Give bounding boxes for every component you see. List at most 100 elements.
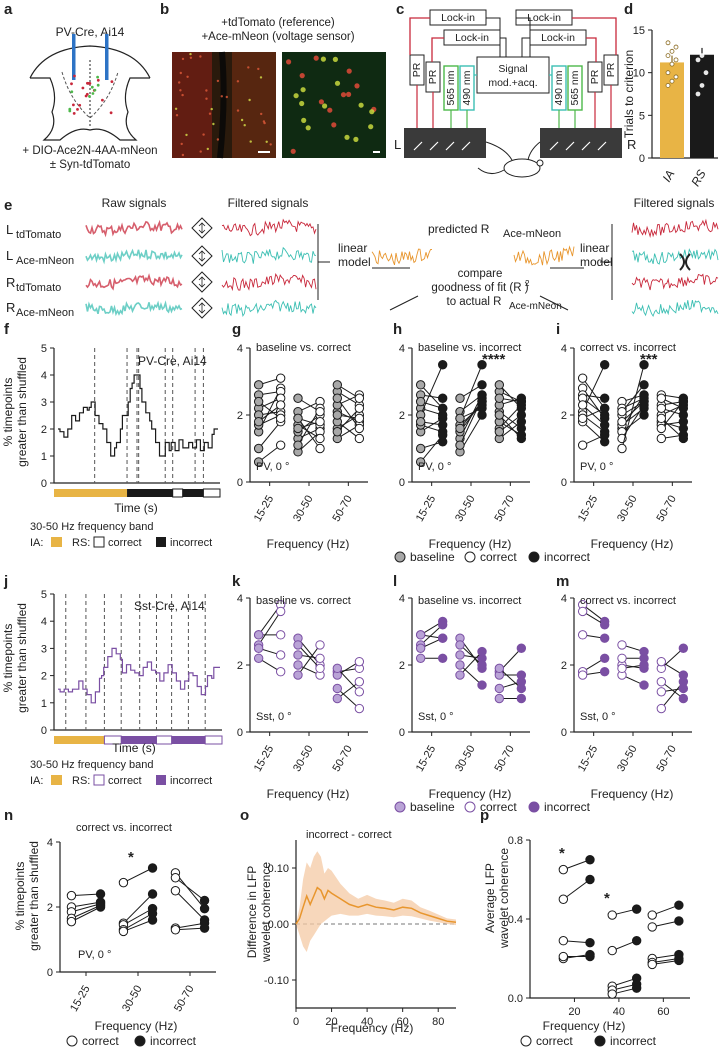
led-490-right: 490 nm bbox=[551, 65, 567, 111]
cell-dot bbox=[216, 138, 220, 141]
panel-p-sig-2: * bbox=[604, 890, 610, 907]
data-point bbox=[293, 393, 303, 403]
pair-line bbox=[297, 418, 321, 449]
cell-dot bbox=[263, 121, 266, 125]
ytick-label: 1 bbox=[41, 451, 47, 463]
cell-dot bbox=[199, 150, 202, 153]
fibers-green bbox=[450, 110, 576, 130]
data-point bbox=[703, 48, 709, 54]
data-point bbox=[665, 53, 671, 58]
cell-dot bbox=[327, 107, 333, 113]
pair-line bbox=[652, 904, 680, 916]
svg-text:tdTomato: tdTomato bbox=[16, 282, 61, 294]
panel-n-sig: * bbox=[128, 849, 134, 866]
xtick-label: 40 bbox=[613, 1006, 625, 1018]
filtered-trace-right bbox=[631, 300, 719, 318]
pair-line bbox=[621, 364, 645, 449]
ytick-label: 2 bbox=[399, 410, 405, 422]
panel-g-xlabel: Frequency (Hz) bbox=[267, 537, 350, 551]
lockin-box-4: Lock-in bbox=[529, 29, 587, 46]
panel-d-cat-rs: RS bbox=[688, 167, 708, 188]
pair-line bbox=[459, 401, 483, 429]
xtick-label: 50-70 bbox=[492, 494, 516, 524]
cell-dot bbox=[174, 107, 178, 111]
cell-dot bbox=[269, 143, 272, 146]
pr-right-2: PR bbox=[603, 54, 619, 86]
chamber-right: R bbox=[540, 128, 636, 158]
panel-g-title: baseline vs. correct bbox=[256, 342, 351, 354]
pair-line bbox=[420, 434, 444, 463]
data-point bbox=[293, 413, 303, 424]
xtick-label: 50-70 bbox=[330, 744, 354, 774]
cell-dot bbox=[353, 136, 359, 142]
data-point bbox=[656, 393, 667, 403]
panel-p-xlabel: Frequency (Hz) bbox=[543, 1019, 626, 1033]
panel-label-p: p bbox=[480, 807, 489, 824]
panel-d-cat-ia: IA bbox=[660, 168, 678, 185]
cell-dot bbox=[243, 124, 246, 127]
data-point bbox=[494, 693, 505, 704]
data-point bbox=[354, 687, 365, 697]
pair-line bbox=[336, 688, 360, 709]
panel-m-note: Sst, 0 ° bbox=[580, 711, 616, 723]
data-point bbox=[678, 410, 689, 420]
data-point bbox=[437, 430, 448, 440]
pair-line bbox=[175, 872, 205, 909]
mouse-icon bbox=[477, 141, 544, 178]
data-point bbox=[437, 620, 448, 630]
cell-dot bbox=[179, 71, 182, 75]
data-point bbox=[669, 48, 675, 54]
data-point bbox=[253, 443, 264, 454]
panel-o-ylabel-1: Difference in LFP bbox=[245, 866, 259, 959]
panel-k-xlabel: Frequency (Hz) bbox=[267, 787, 350, 801]
panel-b-line-1: +tdTomato (reference) bbox=[221, 17, 335, 29]
data-point bbox=[253, 417, 264, 427]
pair-line bbox=[123, 913, 153, 931]
xtick-label: 15-25 bbox=[252, 494, 276, 524]
cell-dot bbox=[220, 95, 223, 98]
data-point bbox=[678, 683, 689, 694]
pair-line bbox=[123, 908, 153, 926]
pair-line bbox=[336, 668, 360, 693]
panel-label-b: b bbox=[160, 1, 169, 18]
lockin-label: Lock-in bbox=[441, 12, 475, 24]
data-point bbox=[253, 643, 264, 653]
data-point bbox=[639, 680, 649, 690]
cell-dot bbox=[286, 59, 292, 65]
cell-dot bbox=[300, 87, 306, 93]
ytick-label: -0.10 bbox=[264, 975, 289, 987]
ytick-label: 4 bbox=[399, 593, 405, 605]
xtick-label: 50-70 bbox=[654, 744, 678, 774]
cell-dot bbox=[189, 56, 193, 59]
data-point bbox=[437, 653, 448, 663]
panel-label-n: n bbox=[4, 807, 13, 824]
lockin-label: Lock-in bbox=[455, 32, 489, 44]
data-point bbox=[577, 630, 588, 640]
filtered-trace bbox=[221, 218, 317, 237]
ytick-label: 4 bbox=[561, 343, 567, 355]
cell-dot bbox=[208, 112, 212, 115]
data-point bbox=[437, 633, 448, 643]
chamber-right-label: R bbox=[627, 137, 636, 152]
data-point bbox=[332, 693, 343, 704]
led-565-left: 565 nm bbox=[443, 65, 459, 111]
raw-trace bbox=[85, 219, 183, 238]
data-point bbox=[354, 703, 365, 714]
panel-label-o: o bbox=[240, 807, 249, 824]
led-label: 490 nm bbox=[553, 70, 565, 105]
panel-i-note: PV, 0 ° bbox=[580, 461, 613, 473]
neuron-dot bbox=[96, 83, 100, 87]
ytick-label: 4 bbox=[237, 593, 243, 605]
pr-label: PR bbox=[411, 62, 423, 77]
svg-text:correct: correct bbox=[480, 800, 517, 814]
xtick-label: 60 bbox=[657, 1006, 669, 1018]
cell-dot bbox=[175, 114, 179, 117]
condition-bar bbox=[202, 488, 221, 498]
linear-model-label-2: model bbox=[338, 255, 371, 269]
panel-f-legend: IA: RS: correct incorrect bbox=[30, 536, 212, 549]
cell-dot bbox=[179, 89, 182, 92]
cell-dot bbox=[257, 67, 260, 71]
cell-dot bbox=[322, 103, 328, 109]
pair-line bbox=[336, 407, 360, 433]
neuron-dot bbox=[76, 108, 79, 111]
